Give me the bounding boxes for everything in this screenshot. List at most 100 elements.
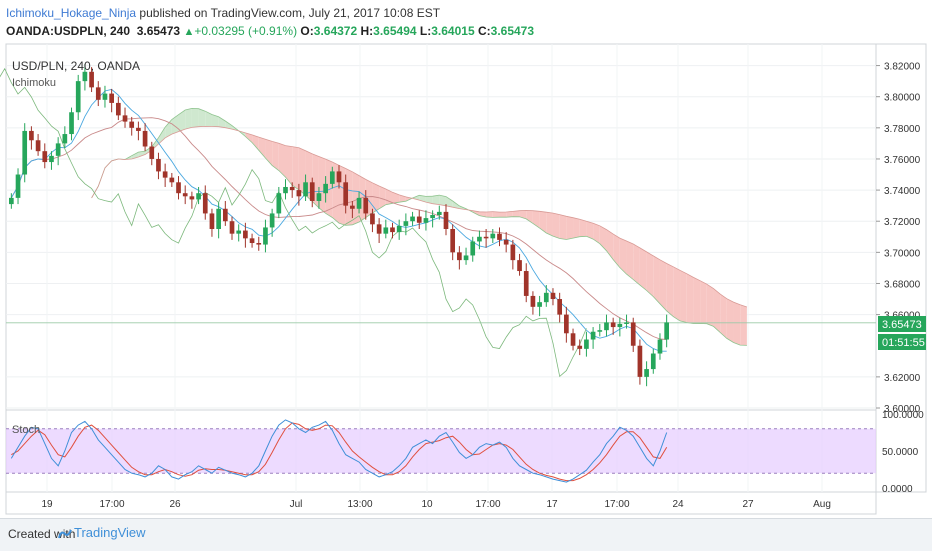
candle-body <box>637 345 643 377</box>
candle-body <box>136 127 141 131</box>
candle-body <box>543 292 549 303</box>
kumo-segment <box>639 247 647 291</box>
candle-body <box>62 134 68 144</box>
candle-body <box>122 115 128 122</box>
x-tick-label: 13:00 <box>347 499 372 510</box>
candle-body <box>169 177 175 183</box>
candle-body <box>303 182 308 197</box>
kumo-segment <box>225 121 233 130</box>
candle-body <box>664 322 669 340</box>
countdown-tag <box>878 334 926 350</box>
tradingview-brand-link[interactable]: TradingView <box>74 525 146 540</box>
kumo-segment <box>285 145 293 186</box>
candle-body <box>650 353 656 370</box>
candle-body <box>590 331 596 340</box>
kumo-segment <box>506 211 513 218</box>
kumo-segment <box>613 234 620 268</box>
candle-body <box>276 193 282 214</box>
kumo-segment <box>191 108 199 128</box>
kumo-segment <box>265 139 273 166</box>
kumo-segment <box>332 161 339 224</box>
kumo-segment <box>552 213 560 239</box>
candle-body <box>89 71 94 88</box>
candle-body <box>557 299 563 315</box>
y-tick-label: 3.78000 <box>884 124 921 135</box>
candle-body <box>243 230 248 239</box>
stoch-legend[interactable]: Stoch <box>12 424 40 436</box>
candle-body <box>336 171 342 183</box>
ichimoku-legend[interactable]: Ichimoku <box>12 77 56 89</box>
candle-body <box>457 252 462 261</box>
x-tick-label: 19 <box>41 499 53 510</box>
kumo-segment <box>178 110 186 132</box>
candle-body <box>383 227 389 234</box>
candle-body <box>343 182 349 206</box>
candle-body <box>610 322 616 328</box>
up-arrow-icon: ▲ <box>183 26 195 38</box>
kumo-segment <box>633 243 640 286</box>
kumo-segment <box>700 280 707 324</box>
candle-body <box>202 193 208 214</box>
kumo-segment <box>432 195 440 205</box>
kumo-segment <box>278 143 286 178</box>
kumo-segment <box>218 116 226 128</box>
candle-body <box>222 208 228 222</box>
candle-body <box>249 238 255 244</box>
stoch-tick-label: 50.0000 <box>882 447 919 458</box>
candle-body <box>236 230 242 234</box>
kumo-segment <box>486 211 493 218</box>
candle-body <box>644 369 649 377</box>
x-tick-label: 17:00 <box>99 499 124 510</box>
candle-body <box>269 213 275 228</box>
candle-body <box>15 174 21 198</box>
candle-body <box>430 214 435 219</box>
candle-body <box>376 224 382 234</box>
kumo-segment <box>211 114 219 127</box>
candle-body <box>156 158 161 172</box>
kumo-segment <box>425 196 433 204</box>
ohlc-header: OANDA:USDPLN, 240 3.65473 ▲+0.03295 (+0.… <box>6 24 534 38</box>
candle-body <box>263 227 268 245</box>
candle-body <box>102 93 108 100</box>
candle-body <box>530 295 536 307</box>
candle-body <box>436 211 442 215</box>
candle-body <box>617 323 623 328</box>
candle-body <box>42 151 48 163</box>
candle-body <box>550 292 556 300</box>
y-tick-label: 3.68000 <box>884 279 921 290</box>
candle-body <box>423 218 429 223</box>
kumo-segment <box>713 288 721 333</box>
x-tick-label: 26 <box>169 499 181 510</box>
kijun-line <box>10 117 667 340</box>
candle-body <box>49 155 54 163</box>
candle-body <box>256 243 262 245</box>
kumo-segment <box>526 210 533 224</box>
kumo-segment <box>720 294 727 339</box>
candle-body <box>329 171 335 184</box>
kumo-segment <box>158 127 166 144</box>
kumo-segment <box>646 251 654 297</box>
candle-body <box>470 241 476 256</box>
candle-body <box>624 322 629 324</box>
candle-body <box>35 140 41 152</box>
kumo-segment <box>559 214 567 240</box>
kumo-segment <box>292 146 299 190</box>
stoch-tick-label: 0.0000 <box>882 484 913 495</box>
x-tick-label: Aug <box>813 499 831 510</box>
candle-body <box>396 225 402 233</box>
y-tick-label: 3.60000 <box>884 404 921 415</box>
kumo-segment <box>653 255 660 304</box>
symbol-label: OANDA:USDPLN, 240 <box>6 24 131 38</box>
candle-body <box>216 208 221 229</box>
y-tick-label: 3.80000 <box>884 93 921 104</box>
stoch-band <box>6 428 876 474</box>
author-link[interactable]: Ichimoku_Hokage_Ninja <box>6 6 137 20</box>
kumo-segment <box>532 210 540 229</box>
kumo-segment <box>499 211 507 218</box>
candle-body <box>356 197 362 209</box>
price-chart[interactable]: 100.0000 50.0000 0.0000 3.82000 3.80000 3.78… <box>0 0 932 518</box>
kumo-segment <box>693 277 701 324</box>
low-value: 3.64015 <box>431 24 475 38</box>
candle-body <box>390 227 395 233</box>
candle-body <box>363 197 369 214</box>
